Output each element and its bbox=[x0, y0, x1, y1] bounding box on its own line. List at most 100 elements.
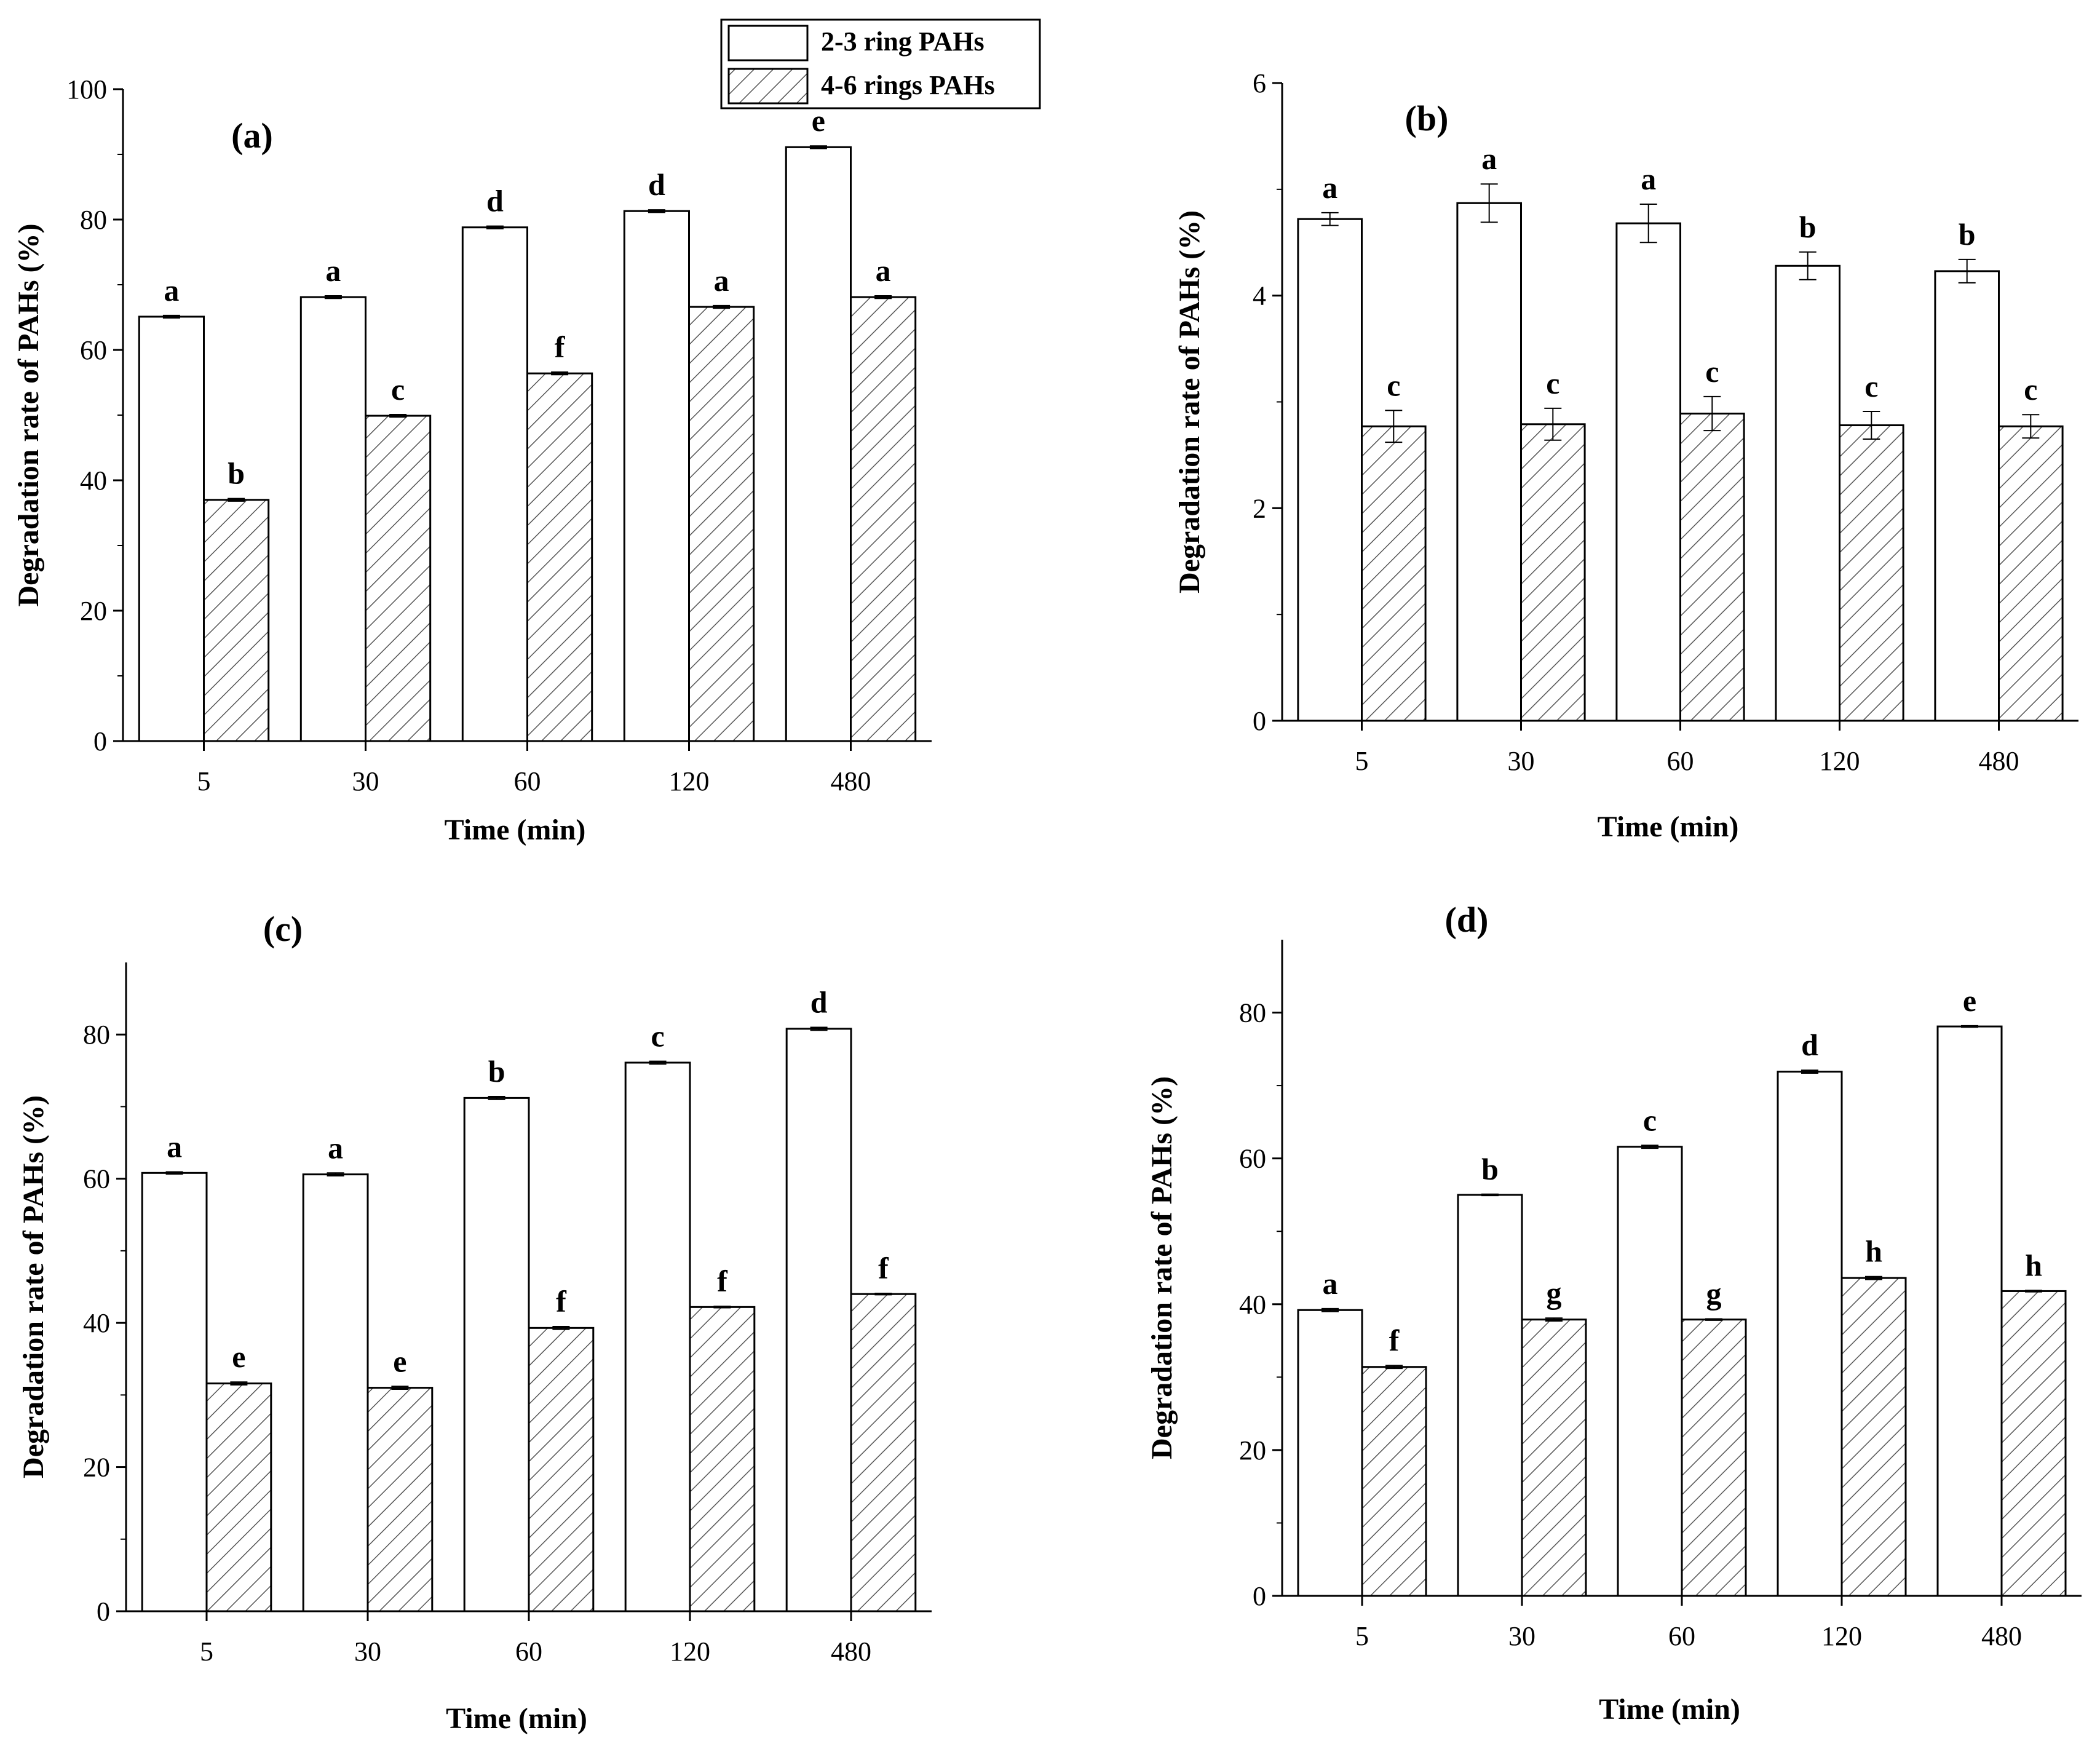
y-tick-label: 4 bbox=[1253, 281, 1266, 311]
bar-2-3-ring bbox=[138, 315, 205, 742]
significance-label: a bbox=[1323, 1266, 1338, 1301]
y-tick-label: 40 bbox=[1239, 1290, 1266, 1320]
bar-4-6-rings bbox=[528, 1327, 595, 1612]
significance-label: c bbox=[2024, 372, 2037, 407]
x-tick-label: 30 bbox=[1508, 1621, 1535, 1651]
bar-2-3-ring bbox=[302, 1173, 369, 1612]
significance-label: b bbox=[1799, 210, 1817, 244]
significance-label: f bbox=[1389, 1323, 1400, 1357]
x-axis-title: Time (min) bbox=[445, 814, 586, 846]
x-tick-label: 5 bbox=[197, 766, 211, 796]
bar-2-3-ring bbox=[1457, 1194, 1523, 1597]
y-tick-label: 60 bbox=[80, 335, 107, 365]
bar-4-6-rings bbox=[1679, 413, 1745, 722]
x-axis-title: Time (min) bbox=[1598, 811, 1739, 843]
x-tick-label: 60 bbox=[515, 1636, 542, 1667]
significance-label: e bbox=[232, 1339, 245, 1374]
bar-2-3-ring bbox=[785, 1028, 852, 1612]
bar-4-6-rings bbox=[205, 1382, 272, 1612]
x-tick-label: 120 bbox=[670, 1636, 710, 1667]
significance-label: c bbox=[1864, 369, 1878, 403]
significance-label: d bbox=[810, 985, 828, 1020]
x-tick-label: 480 bbox=[831, 1636, 871, 1667]
significance-label: b bbox=[1481, 1152, 1499, 1186]
significance-label: a bbox=[1641, 162, 1656, 196]
bar-4-6-rings bbox=[2000, 1290, 2067, 1597]
bar-4-6-rings bbox=[1839, 424, 1904, 722]
y-tick-label: 20 bbox=[83, 1453, 110, 1483]
significance-label: g bbox=[1706, 1276, 1722, 1311]
significance-label: f bbox=[878, 1251, 889, 1285]
significance-label: a bbox=[1481, 141, 1497, 176]
chart-panel-0: 0 20 40 60 80 100 5 a b 30 a c 60 d f 120 d a 480 e a (a) Time… bbox=[12, 74, 932, 846]
significance-label: d bbox=[486, 184, 504, 218]
significance-label: c bbox=[1705, 354, 1719, 389]
bar-2-3-ring bbox=[1615, 222, 1681, 722]
panel-title: (a) bbox=[231, 116, 273, 156]
chart-panels: 0204060801005ab30ac60df120da480ea(a)Time… bbox=[12, 68, 2082, 1735]
bar-4-6-rings bbox=[1998, 425, 2064, 722]
significance-label: f bbox=[555, 330, 566, 364]
significance-label: c bbox=[1643, 1103, 1657, 1137]
x-tick-label: 30 bbox=[1508, 746, 1535, 776]
x-tick-label: 5 bbox=[1355, 746, 1369, 776]
legend-swatch-open bbox=[727, 25, 809, 61]
bar-2-3-ring bbox=[1936, 1025, 2003, 1597]
bar-2-3-ring bbox=[1297, 1309, 1363, 1597]
y-axis-title: Degradation rate of PAHs (%) bbox=[1173, 210, 1206, 593]
significance-label: c bbox=[391, 372, 405, 407]
bar-4-6-rings bbox=[850, 296, 917, 742]
y-tick-label: 0 bbox=[97, 1596, 110, 1627]
x-tick-label: 120 bbox=[1821, 1621, 1862, 1651]
significance-label: g bbox=[1547, 1275, 1562, 1310]
chart-panel-1: 0 2 4 6 5 a c 30 a c 60 a c 120 b c 480 b c (b) Time (min) De… bbox=[1173, 68, 2078, 843]
legend-label-2-3-ring: 2-3 ring PAHs bbox=[821, 26, 985, 57]
bar-2-3-ring bbox=[624, 1061, 691, 1612]
significance-label: e bbox=[393, 1344, 406, 1378]
significance-label: a bbox=[328, 1130, 343, 1165]
panel-title: (d) bbox=[1445, 900, 1489, 940]
bar-4-6-rings bbox=[1840, 1277, 1907, 1597]
significance-label: b bbox=[228, 456, 245, 491]
significance-label: f bbox=[717, 1264, 728, 1298]
x-tick-label: 480 bbox=[1981, 1621, 2022, 1651]
significance-label: a bbox=[714, 263, 729, 298]
y-tick-label: 0 bbox=[1253, 706, 1266, 736]
y-tick-label: 60 bbox=[83, 1164, 110, 1194]
panel-title: (c) bbox=[263, 909, 303, 949]
x-tick-label: 120 bbox=[1820, 746, 1860, 776]
significance-label: d bbox=[1801, 1028, 1818, 1062]
bar-2-3-ring bbox=[461, 226, 528, 742]
y-tick-label: 40 bbox=[83, 1308, 110, 1338]
y-tick-label: 80 bbox=[80, 205, 107, 235]
panel-title: (b) bbox=[1405, 98, 1449, 138]
x-tick-label: 120 bbox=[669, 766, 710, 796]
x-tick-label: 30 bbox=[354, 1636, 381, 1667]
legend-swatch-hatched bbox=[727, 68, 809, 105]
legend-label-4-6-rings: 4-6 rings PAHs bbox=[821, 70, 995, 100]
bar-4-6-rings bbox=[526, 372, 593, 742]
y-tick-label: 60 bbox=[1239, 1144, 1266, 1174]
bar-4-6-rings bbox=[1361, 425, 1427, 722]
chart-panel-2: 0 20 40 60 80 5 a e 30 a e 60 b f 120 c f 480 d f (c) Time (m… bbox=[17, 909, 932, 1735]
significance-label: e bbox=[1963, 983, 1976, 1018]
y-tick-label: 80 bbox=[1239, 998, 1266, 1028]
bar-2-3-ring bbox=[299, 296, 367, 742]
significance-label: d bbox=[648, 167, 665, 202]
legend: 2-3 ring PAHs 4-6 rings PAHs bbox=[720, 18, 1041, 109]
x-tick-label: 5 bbox=[1355, 1621, 1369, 1651]
significance-label: b bbox=[1959, 217, 1976, 252]
bar-4-6-rings bbox=[688, 306, 755, 742]
bar-2-3-ring bbox=[785, 146, 852, 742]
x-tick-label: 60 bbox=[514, 766, 541, 796]
significance-label: e bbox=[812, 103, 825, 138]
significance-label: a bbox=[164, 273, 179, 307]
significance-label: a bbox=[325, 253, 341, 288]
bar-2-3-ring bbox=[463, 1097, 530, 1612]
chart-panel-3: 0 20 40 60 80 5 a f 30 b g 60 c g 120 d h 480 e h (d) Time (m… bbox=[1146, 900, 2082, 1726]
y-tick-label: 2 bbox=[1253, 493, 1266, 523]
y-tick-label: 0 bbox=[93, 726, 107, 756]
x-tick-label: 60 bbox=[1668, 1621, 1695, 1651]
y-axis-title: Degradation rate of PAHs (%) bbox=[1146, 1076, 1178, 1459]
